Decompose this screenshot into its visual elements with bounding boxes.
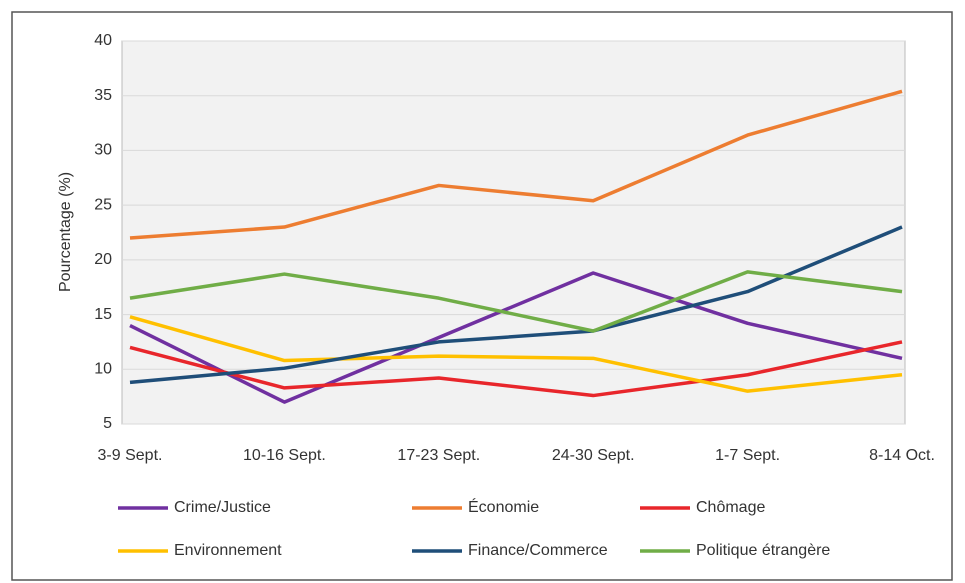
x-tick-label: 10-16 Sept. bbox=[243, 447, 326, 464]
series-line bbox=[129, 89, 903, 240]
y-tick-label: 35 bbox=[94, 87, 112, 104]
series-line bbox=[129, 271, 903, 404]
x-tick-label: 17-23 Sept. bbox=[397, 447, 480, 464]
series-line bbox=[129, 225, 903, 385]
y-tick-label: 25 bbox=[94, 196, 112, 213]
series-line bbox=[129, 270, 903, 333]
y-tick-label: 5 bbox=[103, 415, 112, 432]
y-tick-label: 10 bbox=[94, 361, 112, 378]
x-tick-label: 8-14 Oct. bbox=[869, 447, 935, 464]
y-tick-label: 20 bbox=[94, 251, 112, 268]
legend-label: Crime/Justice bbox=[174, 499, 271, 516]
series-line bbox=[129, 315, 903, 393]
series-line bbox=[129, 340, 903, 398]
x-tick-label: 1-7 Sept. bbox=[715, 447, 780, 464]
legend-label: Politique étrangère bbox=[696, 542, 830, 559]
legend-label: Chômage bbox=[696, 499, 765, 516]
legend-label: Environnement bbox=[174, 542, 282, 559]
y-tick-label: 40 bbox=[94, 32, 112, 49]
plot-area bbox=[121, 40, 906, 425]
legend-label: Finance/Commerce bbox=[468, 542, 608, 559]
y-tick-label: 15 bbox=[94, 306, 112, 323]
x-tick-label: 3-9 Sept. bbox=[98, 447, 163, 464]
x-tick-label: 24-30 Sept. bbox=[552, 447, 635, 464]
legend-label: Économie bbox=[468, 497, 539, 516]
y-tick-label: 30 bbox=[94, 142, 112, 159]
y-axis-label: Pourcentage (%) bbox=[57, 172, 74, 292]
